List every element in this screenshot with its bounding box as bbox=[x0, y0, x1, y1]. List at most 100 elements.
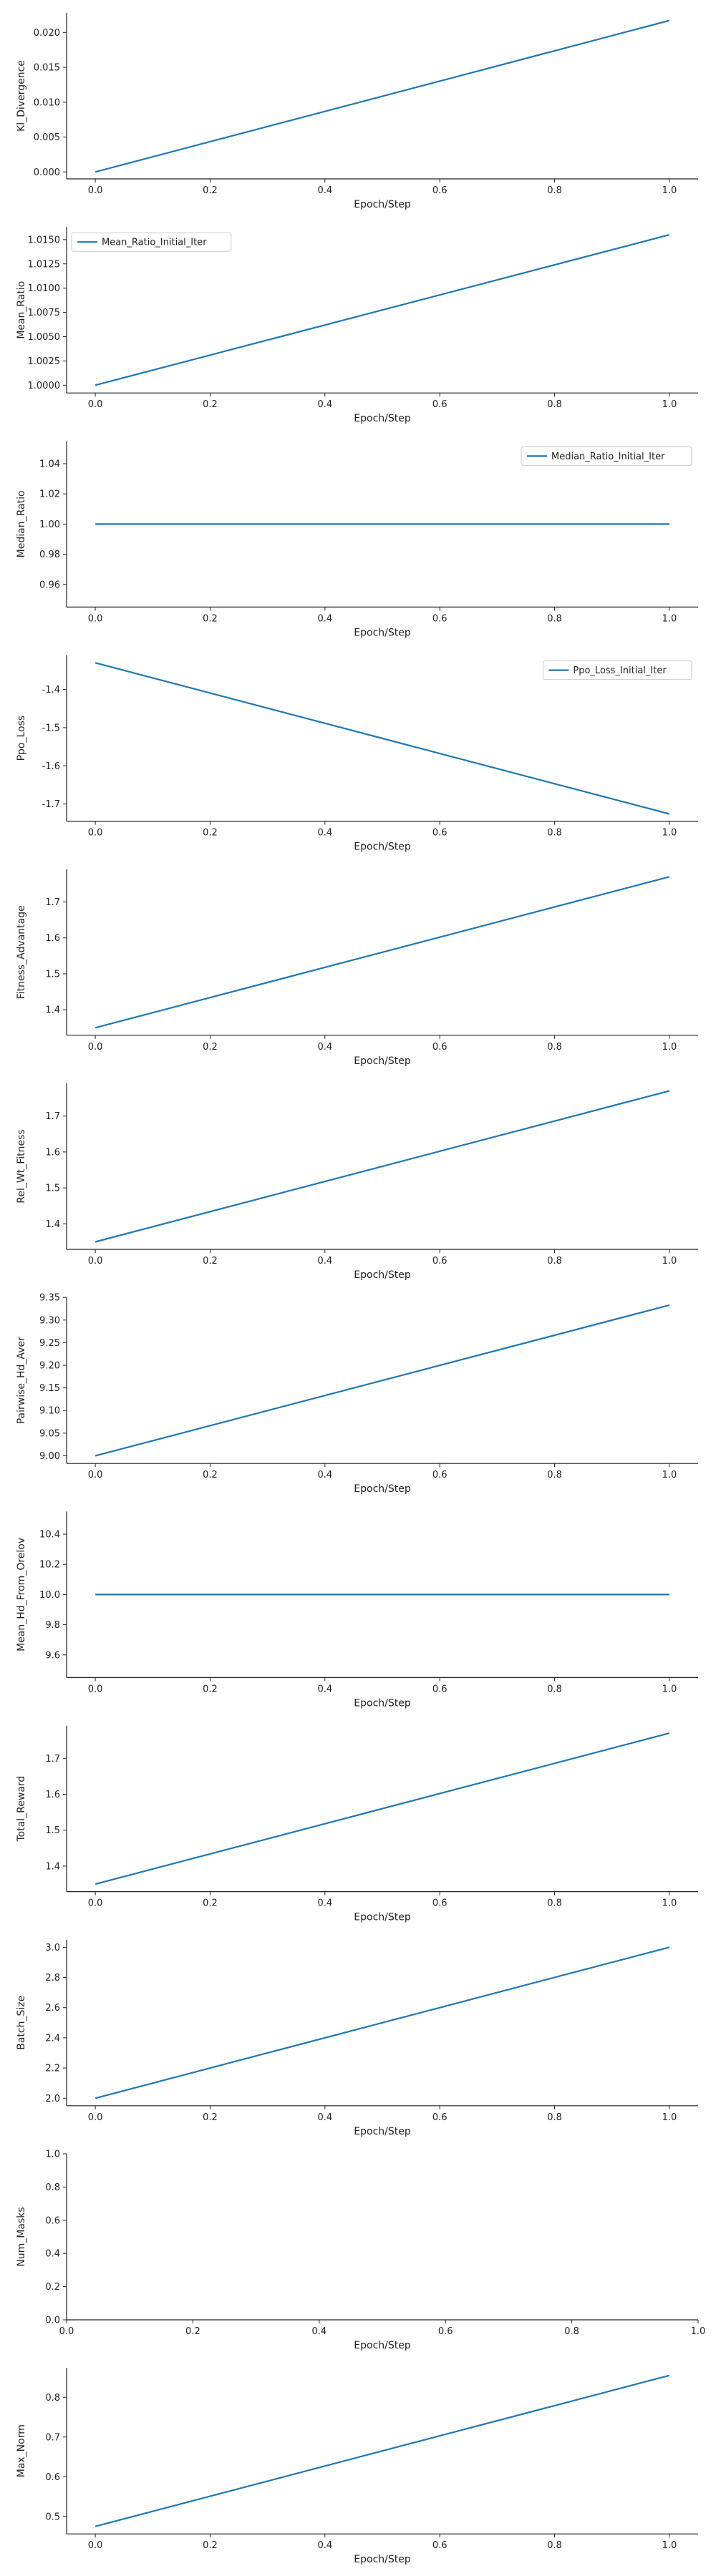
y-tick-label: 10.0 bbox=[39, 1590, 60, 1601]
y-tick-label: 1.0 bbox=[45, 2150, 60, 2160]
x-tick-label: 0.0 bbox=[88, 399, 103, 410]
x-tick-label: 0.0 bbox=[88, 2112, 103, 2123]
y-tick-label: 1.6 bbox=[45, 1790, 60, 1800]
y-tick-label: 2.0 bbox=[45, 2094, 60, 2104]
x-tick-label: 0.2 bbox=[203, 828, 218, 839]
y-axis-label: Kl_Divergence bbox=[16, 60, 27, 132]
y-axis-label: Fitness_Advantage bbox=[16, 905, 27, 999]
y-tick-label: 0.010 bbox=[34, 97, 60, 108]
series-line bbox=[95, 1304, 670, 1457]
x-tick-label: 0.6 bbox=[432, 1898, 448, 1909]
y-tick-label: 0.6 bbox=[45, 2472, 60, 2483]
y-axis-label: Batch_Size bbox=[16, 1996, 27, 2050]
y-tick-label: -1.4 bbox=[42, 685, 60, 696]
x-tick-label: 0.2 bbox=[203, 2112, 218, 2123]
series-line bbox=[95, 876, 670, 1029]
legend: Ppo_Loss_Initial_Iter bbox=[542, 660, 692, 680]
y-tick-label: 2.8 bbox=[45, 1973, 60, 1984]
y-tick-label: 9.35 bbox=[39, 1293, 60, 1304]
x-axis-label: Epoch/Step bbox=[354, 2554, 411, 2565]
chart-panel-10: 0.0 0.2 0.4 0.6 0.8 1.0 2.0 2.2 2.4 2.6 2.8 3.0 Epoc… bbox=[16, 1939, 698, 2137]
x-tick-label: 0.2 bbox=[203, 1256, 218, 1267]
y-tick-label: -1.7 bbox=[42, 799, 60, 810]
y-axis-label: Max_Norm bbox=[16, 2424, 27, 2477]
x-axis-label: Epoch/Step bbox=[354, 199, 411, 210]
y-tick-label: 9.6 bbox=[45, 1650, 60, 1661]
y-tick-label: 0.2 bbox=[45, 2282, 60, 2293]
x-tick-label: 0.0 bbox=[88, 1256, 103, 1267]
x-tick-label: 0.6 bbox=[432, 399, 448, 410]
x-tick-label: 0.8 bbox=[547, 828, 562, 839]
x-axis-label: Epoch/Step bbox=[354, 1912, 411, 1923]
y-tick-label: 10.2 bbox=[39, 1560, 60, 1571]
x-tick-label: 0.8 bbox=[547, 1684, 562, 1694]
y-tick-label: 1.5 bbox=[45, 969, 60, 980]
y-tick-label: 0.96 bbox=[39, 580, 60, 590]
legend: Median_Ratio_Initial_Iter bbox=[521, 446, 692, 466]
x-tick-label: 1.0 bbox=[662, 1470, 677, 1480]
x-tick-label: 1.0 bbox=[662, 613, 677, 624]
y-tick-label: 1.6 bbox=[45, 933, 60, 944]
x-tick-label: 1.0 bbox=[691, 2326, 706, 2337]
y-tick-label: 1.4 bbox=[45, 1861, 60, 1872]
x-tick-label: 0.2 bbox=[185, 2326, 200, 2337]
series-line bbox=[95, 2374, 670, 2527]
legend-label: Mean_Ratio_Initial_Iter bbox=[102, 238, 207, 248]
x-tick-label: 1.0 bbox=[662, 1898, 677, 1909]
legend-label: Ppo_Loss_Initial_Iter bbox=[573, 665, 667, 676]
y-tick-label: 1.04 bbox=[39, 459, 60, 470]
x-tick-label: 0.0 bbox=[88, 828, 103, 839]
x-tick-label: 0.8 bbox=[547, 399, 562, 410]
y-tick-label: 9.10 bbox=[39, 1406, 60, 1417]
x-axis-label: Epoch/Step bbox=[354, 1269, 411, 1281]
y-axis-label: Num_Masks bbox=[16, 2207, 27, 2266]
legend-box bbox=[71, 232, 232, 252]
x-tick-label: 0.6 bbox=[432, 1256, 448, 1267]
y-tick-label: -1.5 bbox=[42, 723, 60, 733]
legend-box bbox=[542, 660, 692, 680]
x-axis-label: Epoch/Step bbox=[354, 1483, 411, 1495]
chart-panel-12: 0.0 0.2 0.4 0.6 0.8 1.0 0.5 0.6 0.7 0.8 Epoch/Step… bbox=[16, 2368, 698, 2565]
x-tick-label: 0.6 bbox=[432, 185, 448, 196]
x-tick-label: 0.4 bbox=[311, 2326, 326, 2337]
y-tick-label: 0.000 bbox=[34, 167, 60, 178]
x-tick-label: 0.4 bbox=[317, 1256, 332, 1267]
x-tick-label: 0.4 bbox=[317, 185, 332, 196]
y-tick-label: 1.6 bbox=[45, 1147, 60, 1158]
x-tick-label: 0.8 bbox=[547, 2112, 562, 2123]
x-tick-label: 0.8 bbox=[547, 1256, 562, 1267]
y-tick-label: 1.0075 bbox=[28, 308, 61, 318]
x-tick-label: 1.0 bbox=[662, 1256, 677, 1267]
chart-panel-6: 0.0 0.2 0.4 0.6 0.8 1.0 1.4 1.5 1.6 1.7 Epoch/Step… bbox=[16, 1083, 698, 1281]
chart-panel-8: 0.0 0.2 0.4 0.6 0.8 1.0 9.6 9.8 10.0 10.2 10.4 Epoc… bbox=[16, 1511, 698, 1709]
chart-panel-5: 0.0 0.2 0.4 0.6 0.8 1.0 1.4 1.5 1.6 1.7 Epoch/Step… bbox=[16, 869, 698, 1067]
y-tick-label: 9.25 bbox=[39, 1338, 60, 1349]
y-tick-label: 10.4 bbox=[39, 1530, 60, 1541]
chart-panel-11: 0.0 0.2 0.4 0.6 0.8 1.0 0.0 0.2 0.4 0.6 0.8 1.0 Epoc… bbox=[16, 2150, 705, 2352]
chart-panel-1: 0.0 0.2 0.4 0.6 0.8 1.0 0.000 0.005 0.010 0.015 0.… bbox=[16, 13, 698, 210]
y-tick-label: 9.00 bbox=[39, 1451, 60, 1462]
x-tick-label: 1.0 bbox=[662, 1042, 677, 1053]
x-tick-label: 0.2 bbox=[203, 1684, 218, 1694]
x-tick-label: 0.6 bbox=[432, 2112, 448, 2123]
y-tick-label: 1.4 bbox=[45, 1005, 60, 1016]
legend: Mean_Ratio_Initial_Iter bbox=[71, 232, 232, 252]
x-tick-label: 0.8 bbox=[547, 2540, 562, 2551]
x-tick-label: 0.8 bbox=[547, 1898, 562, 1909]
x-tick-label: 0.4 bbox=[317, 613, 332, 624]
y-tick-label: 2.4 bbox=[45, 2033, 60, 2044]
y-tick-label: 1.00 bbox=[39, 519, 60, 530]
x-tick-label: 0.4 bbox=[317, 1684, 332, 1694]
y-tick-label: 9.05 bbox=[39, 1428, 60, 1439]
x-tick-label: 1.0 bbox=[662, 2112, 677, 2123]
legend-box bbox=[521, 446, 692, 466]
y-tick-label: 1.5 bbox=[45, 1184, 60, 1194]
x-tick-label: 0.0 bbox=[88, 185, 103, 196]
x-axis-label: Epoch/Step bbox=[354, 1697, 411, 1709]
y-tick-label: 0.020 bbox=[34, 28, 60, 39]
x-tick-label: 0.8 bbox=[547, 185, 562, 196]
y-axis-label: Total_Reward bbox=[16, 1776, 27, 1843]
x-tick-label: 0.2 bbox=[203, 1898, 218, 1909]
y-tick-label: 9.30 bbox=[39, 1315, 60, 1326]
